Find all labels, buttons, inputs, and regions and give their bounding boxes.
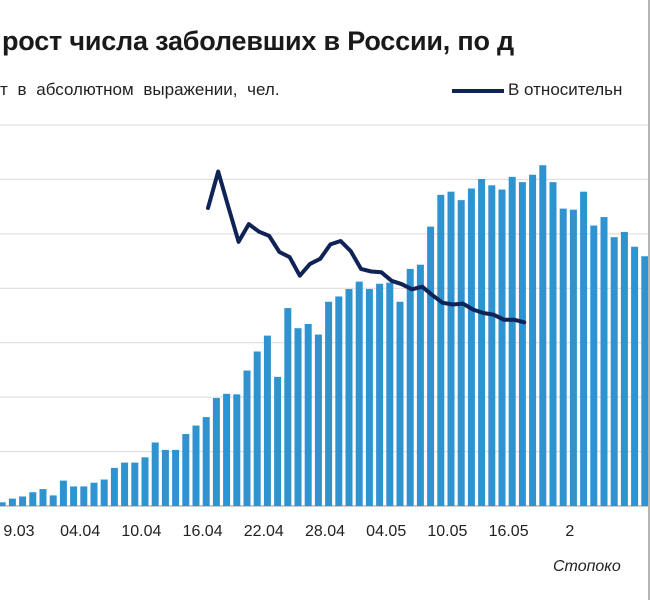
bar <box>396 301 404 506</box>
legend-line-entry: В относительн <box>452 80 622 100</box>
bar <box>223 393 231 506</box>
legend-line-label: В относительн <box>508 80 623 99</box>
bar <box>376 283 384 506</box>
legend-line-swatch <box>452 88 504 93</box>
bar <box>19 496 27 506</box>
bar <box>263 335 271 506</box>
bar <box>70 486 78 506</box>
bar <box>355 281 363 506</box>
bar <box>253 351 261 506</box>
bar <box>641 256 649 506</box>
bar <box>437 194 445 506</box>
bar <box>365 289 373 506</box>
bar <box>161 449 169 506</box>
bar <box>580 191 588 507</box>
bar <box>182 434 190 506</box>
bar <box>233 394 241 506</box>
x-tick-label: 16.04 <box>183 523 223 540</box>
x-tick-label: 9.03 <box>3 523 34 540</box>
x-tick-label: 2 <box>565 523 574 540</box>
bar <box>488 185 496 506</box>
bar <box>243 370 251 506</box>
bar <box>325 301 333 506</box>
line-path <box>206 169 527 325</box>
bar <box>274 376 282 506</box>
bar <box>498 189 506 506</box>
bar <box>600 217 608 506</box>
x-tick-label: 28.04 <box>305 523 345 540</box>
bar <box>549 182 557 506</box>
x-tick-label: 22.04 <box>244 523 284 540</box>
bar <box>202 417 210 506</box>
bar-series <box>0 165 649 507</box>
bar <box>590 225 598 506</box>
bar <box>8 498 16 506</box>
bar <box>610 237 618 506</box>
x-tick-label: 04.04 <box>60 523 100 540</box>
x-tick-label: 10.05 <box>427 523 467 540</box>
x-tick-label: 16.05 <box>489 523 529 540</box>
bar <box>110 467 118 506</box>
bar <box>100 479 108 506</box>
bar <box>172 449 180 506</box>
bar <box>406 268 414 506</box>
bar <box>121 462 129 506</box>
bar <box>416 264 424 506</box>
bar <box>539 165 547 506</box>
bar <box>39 489 47 506</box>
bar <box>569 209 577 506</box>
bar <box>345 289 353 506</box>
bar <box>304 323 312 506</box>
bar <box>141 457 149 506</box>
frame-border <box>648 0 650 600</box>
bar <box>131 462 139 506</box>
bar <box>631 246 639 507</box>
x-axis-ticks: 9.03 04.04 10.04 16.04 22.04 28.04 04.05 10.05 1… <box>3 523 574 540</box>
x-tick-label: 04.05 <box>366 523 406 540</box>
bar <box>284 308 292 506</box>
bar <box>529 174 537 506</box>
bar <box>457 200 465 506</box>
x-tick-label: 10.04 <box>121 523 161 540</box>
bar <box>59 480 67 506</box>
chart-title: рост числа заболевших в России, по д <box>2 26 514 56</box>
bar <box>212 398 220 506</box>
bar <box>314 334 322 506</box>
bar <box>335 296 343 506</box>
bar <box>478 178 486 506</box>
line-series <box>206 169 527 325</box>
bar <box>49 495 57 506</box>
legend-bars-label: т в абсолютном выражении, чел. <box>0 80 280 99</box>
bar <box>559 208 567 506</box>
bar <box>386 282 394 506</box>
bar <box>508 176 516 506</box>
bar <box>467 188 475 506</box>
bar <box>447 191 455 507</box>
bar <box>294 328 302 506</box>
bar <box>518 182 526 506</box>
bar <box>192 425 200 506</box>
bar <box>620 231 628 506</box>
bar <box>151 442 159 506</box>
source-label: Стопоко <box>553 558 621 575</box>
bar <box>0 502 6 506</box>
bar <box>90 482 98 506</box>
bar <box>80 486 88 506</box>
bar <box>427 226 435 506</box>
bar <box>29 492 37 506</box>
